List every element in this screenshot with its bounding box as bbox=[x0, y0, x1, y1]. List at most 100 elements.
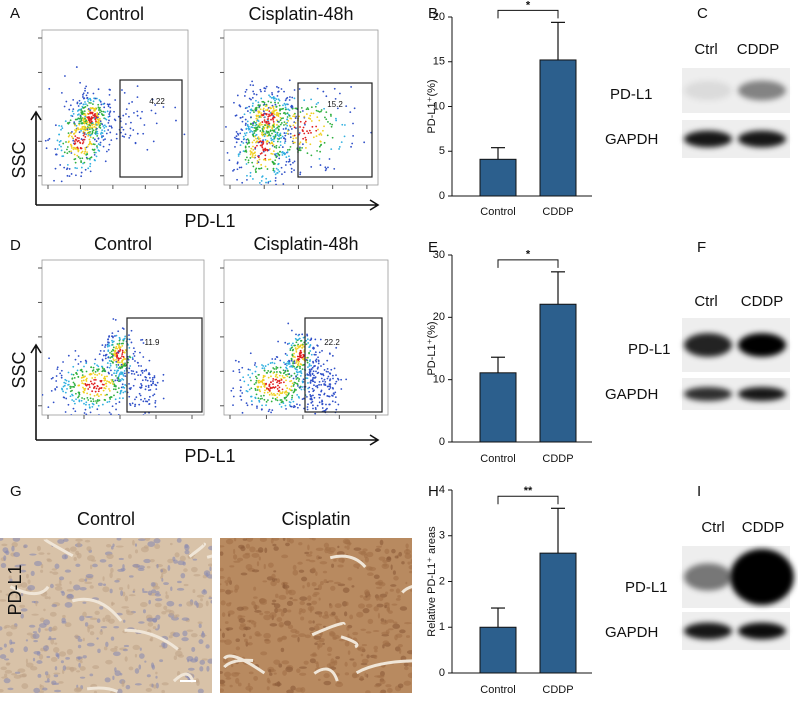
event-dot bbox=[66, 149, 68, 151]
event-dot bbox=[103, 146, 105, 148]
event-dot bbox=[324, 393, 326, 395]
cell bbox=[387, 556, 391, 560]
cell bbox=[219, 576, 225, 579]
cell bbox=[285, 588, 287, 590]
cell bbox=[253, 676, 258, 681]
event-dot bbox=[341, 124, 343, 126]
cell bbox=[314, 625, 320, 631]
cell bbox=[378, 613, 380, 619]
event-dot bbox=[70, 152, 72, 154]
event-dot bbox=[284, 132, 286, 134]
event-dot bbox=[96, 388, 98, 390]
cell bbox=[239, 618, 246, 623]
event-dot bbox=[58, 125, 60, 127]
bar bbox=[480, 373, 516, 442]
event-dot bbox=[38, 397, 40, 399]
event-dot bbox=[106, 380, 108, 382]
event-dot bbox=[321, 401, 323, 403]
event-dot bbox=[94, 358, 96, 360]
event-dot bbox=[250, 154, 252, 156]
event-dot bbox=[128, 372, 130, 374]
event-dot bbox=[260, 398, 262, 400]
event-dot bbox=[308, 420, 310, 422]
event-dot bbox=[97, 149, 99, 151]
event-dot bbox=[83, 403, 85, 405]
cell bbox=[187, 659, 189, 662]
event-dot bbox=[241, 141, 243, 143]
event-dot bbox=[295, 351, 297, 353]
event-dot bbox=[109, 412, 111, 414]
event-dot bbox=[267, 120, 269, 122]
event-dot bbox=[128, 103, 130, 105]
event-dot bbox=[115, 359, 117, 361]
cell bbox=[101, 626, 108, 628]
cell bbox=[6, 663, 10, 666]
cell bbox=[74, 634, 78, 638]
event-dot bbox=[95, 379, 97, 381]
cell bbox=[129, 575, 134, 577]
event-dot bbox=[252, 91, 254, 93]
event-dot bbox=[77, 363, 79, 365]
cell bbox=[382, 563, 390, 569]
event-dot bbox=[102, 114, 104, 116]
event-dot bbox=[264, 154, 266, 156]
event-dot bbox=[334, 88, 336, 90]
row-label: PD-L1 bbox=[628, 341, 671, 358]
event-dot bbox=[101, 387, 103, 389]
event-dot bbox=[327, 378, 329, 380]
cell bbox=[85, 540, 90, 543]
cell bbox=[398, 683, 403, 688]
event-dot bbox=[265, 166, 267, 168]
event-dot bbox=[289, 160, 291, 162]
event-dot bbox=[84, 412, 86, 414]
cell bbox=[112, 676, 114, 680]
cell bbox=[384, 549, 389, 555]
event-dot bbox=[250, 175, 252, 177]
event-dot bbox=[252, 178, 254, 180]
cell bbox=[135, 668, 139, 674]
event-dot bbox=[106, 375, 108, 377]
significance: ** bbox=[524, 485, 533, 497]
cell bbox=[26, 574, 29, 579]
event-dot bbox=[142, 372, 144, 374]
event-dot bbox=[96, 131, 98, 133]
event-dot bbox=[321, 390, 323, 392]
cell bbox=[220, 568, 224, 572]
cell bbox=[129, 667, 134, 671]
event-dot bbox=[278, 390, 280, 392]
event-dot bbox=[261, 180, 263, 182]
cell bbox=[277, 637, 282, 642]
event-dot bbox=[255, 118, 257, 120]
cell bbox=[352, 632, 358, 635]
event-dot bbox=[90, 170, 92, 172]
cell bbox=[94, 691, 97, 694]
event-dot bbox=[334, 391, 336, 393]
event-dot bbox=[124, 391, 126, 393]
event-dot bbox=[107, 103, 109, 105]
event-dot bbox=[120, 391, 122, 393]
event-dot bbox=[98, 138, 100, 140]
cell bbox=[200, 598, 203, 601]
event-dot bbox=[89, 121, 91, 123]
panel-letter: A bbox=[10, 5, 20, 22]
event-dot bbox=[121, 126, 123, 128]
cell bbox=[147, 674, 151, 677]
event-dot bbox=[295, 122, 297, 124]
event-dot bbox=[85, 106, 87, 108]
event-dot bbox=[121, 343, 123, 345]
event-dot bbox=[268, 94, 270, 96]
event-dot bbox=[320, 144, 322, 146]
event-dot bbox=[115, 403, 117, 405]
event-dot bbox=[271, 94, 273, 96]
cell bbox=[323, 571, 327, 574]
cell bbox=[290, 686, 295, 691]
event-dot bbox=[261, 404, 263, 406]
event-dot bbox=[107, 357, 109, 359]
event-dot bbox=[310, 399, 312, 401]
event-dot bbox=[119, 393, 121, 395]
event-dot bbox=[51, 390, 53, 392]
cell bbox=[390, 584, 396, 587]
event-dot bbox=[256, 186, 258, 188]
event-dot bbox=[286, 399, 288, 401]
event-dot bbox=[272, 153, 274, 155]
